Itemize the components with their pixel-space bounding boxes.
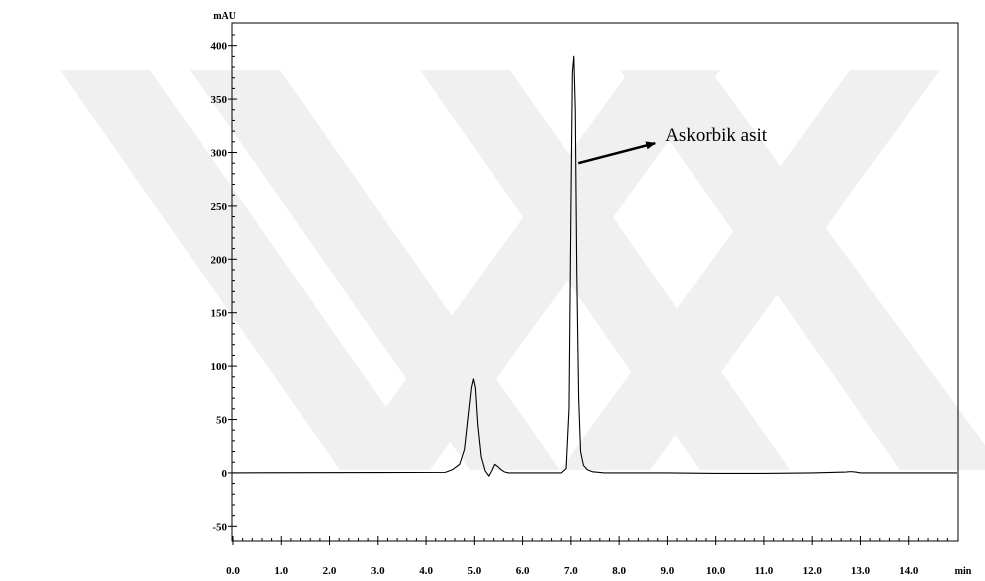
y-unit-label: mAU — [213, 11, 236, 22]
x-axis: 0.0 1.0 2.0 3.0 4.0 5.0 6.0 7.0 8.0 9.0 10.0 11.0 12… — [226, 536, 948, 577]
x-tick-label: 12.0 — [803, 565, 823, 577]
x-tick-label: 9.0 — [661, 565, 675, 577]
x-tick-label: 0.0 — [226, 565, 240, 577]
y-tick-label: -50 — [212, 521, 227, 533]
x-tick-label: 7.0 — [564, 565, 578, 577]
y-tick-label: 0 — [222, 468, 228, 480]
x-tick-label: 3.0 — [371, 565, 385, 577]
y-tick-label: 250 — [211, 201, 228, 213]
plot-frame — [231, 22, 959, 542]
x-tick-label: 10.0 — [706, 565, 726, 577]
annotation-arrow — [577, 141, 657, 165]
watermark-logo — [60, 70, 985, 470]
y-tick-label: 350 — [211, 94, 228, 106]
x-tick-label: 4.0 — [419, 565, 433, 577]
annotation-label: Askorbik asit — [665, 125, 768, 146]
y-tick-label: 200 — [211, 254, 228, 266]
x-tick-label: 6.0 — [516, 565, 530, 577]
x-tick-label: 14.0 — [899, 565, 919, 577]
y-tick-label: 300 — [211, 147, 228, 159]
x-tick-label: 5.0 — [467, 565, 481, 577]
y-axis: -50 0 50 100 150 200 250 300 350 400 — [211, 34, 237, 533]
y-tick-label: 400 — [211, 41, 228, 53]
x-tick-label: 11.0 — [755, 565, 774, 577]
y-tick-label: 50 — [216, 415, 228, 427]
y-tick-label: 150 — [211, 308, 228, 320]
series-layer — [232, 55, 957, 477]
x-tick-label: 13.0 — [851, 565, 871, 577]
x-tick-label: 2.0 — [323, 565, 337, 577]
x-tick-label: 1.0 — [274, 565, 288, 577]
y-tick-label: 100 — [211, 361, 228, 373]
chromatogram-trace — [232, 55, 957, 477]
x-tick-label: 8.0 — [612, 565, 626, 577]
x-unit-label: min — [955, 566, 972, 577]
